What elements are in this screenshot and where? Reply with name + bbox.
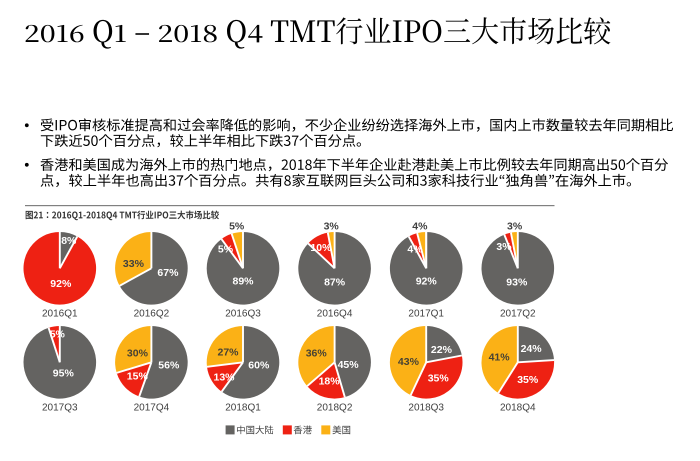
svg-text:2016Q2: 2016Q2 [134, 309, 170, 320]
svg-text:89%: 89% [232, 276, 254, 288]
svg-text:93%: 93% [506, 277, 528, 289]
svg-text:3%: 3% [496, 241, 512, 253]
svg-text:2018Q2: 2018Q2 [317, 402, 353, 413]
svg-text:3%: 3% [324, 221, 340, 233]
svg-text:5%: 5% [218, 243, 234, 255]
svg-text:15%: 15% [127, 371, 149, 383]
svg-text:8%: 8% [61, 235, 77, 247]
svg-text:5%: 5% [50, 329, 66, 341]
svg-text:2017Q2: 2017Q2 [500, 309, 536, 320]
svg-text:45%: 45% [338, 359, 360, 371]
svg-text:2018Q4: 2018Q4 [500, 402, 536, 413]
svg-text:2017Q4: 2017Q4 [134, 402, 170, 413]
svg-text:36%: 36% [306, 347, 328, 359]
svg-text:13%: 13% [213, 371, 235, 383]
svg-text:2017Q3: 2017Q3 [42, 402, 78, 413]
svg-text:60%: 60% [248, 359, 270, 371]
svg-text:2018Q3: 2018Q3 [408, 402, 444, 413]
svg-text:18%: 18% [319, 376, 341, 388]
svg-text:2017Q1: 2017Q1 [408, 309, 444, 320]
svg-text:2016Q3: 2016Q3 [225, 309, 261, 320]
svg-text:2016Q4: 2016Q4 [317, 309, 353, 320]
svg-text:10%: 10% [310, 242, 332, 254]
svg-text:92%: 92% [416, 276, 438, 288]
svg-text:4%: 4% [412, 221, 428, 233]
svg-text:3%: 3% [507, 221, 523, 233]
svg-text:27%: 27% [217, 347, 239, 359]
svg-text:4%: 4% [407, 243, 423, 255]
svg-text:5%: 5% [229, 221, 245, 233]
svg-text:2016Q1: 2016Q1 [42, 309, 78, 320]
svg-text:35%: 35% [428, 372, 450, 384]
svg-text:22%: 22% [431, 344, 453, 356]
svg-text:33%: 33% [123, 258, 145, 270]
svg-text:95%: 95% [53, 368, 75, 380]
svg-text:41%: 41% [489, 352, 511, 364]
svg-text:92%: 92% [50, 278, 72, 290]
svg-text:67%: 67% [157, 267, 179, 279]
svg-text:24%: 24% [521, 343, 543, 355]
svg-text:43%: 43% [398, 356, 420, 368]
svg-text:2018Q1: 2018Q1 [225, 402, 261, 413]
svg-text:56%: 56% [158, 359, 180, 371]
svg-text:30%: 30% [127, 347, 149, 359]
svg-text:35%: 35% [517, 374, 539, 386]
svg-text:87%: 87% [324, 277, 346, 289]
